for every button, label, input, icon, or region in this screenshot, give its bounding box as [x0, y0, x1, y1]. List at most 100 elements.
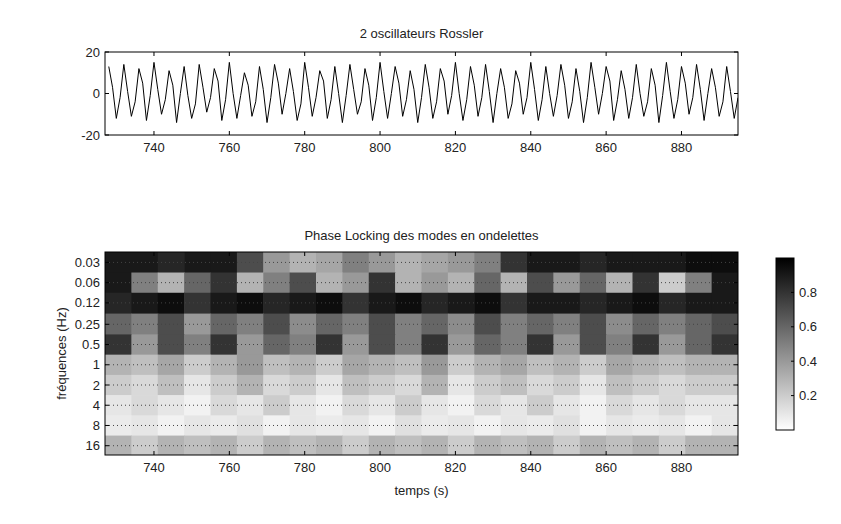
x-tick [530, 252, 531, 256]
heat-cell [369, 314, 396, 335]
heat-cell [131, 314, 158, 335]
heat-cell [712, 355, 738, 376]
heat-cell [369, 415, 396, 436]
heat-cell [237, 436, 264, 455]
heat-cell [290, 293, 317, 314]
grid-line [105, 302, 738, 303]
y-tick [105, 262, 109, 263]
heat-cell [263, 415, 290, 436]
x-tick-label: 780 [294, 460, 316, 475]
x-tick-label: 780 [294, 140, 316, 155]
colorbar-tick [791, 292, 794, 293]
heat-cell [131, 334, 158, 355]
heat-cell [369, 252, 396, 273]
x-tick [304, 131, 305, 135]
heat-cell [184, 293, 211, 314]
x-tick-label: 840 [520, 460, 542, 475]
x-tick [380, 451, 381, 455]
heat-cell [369, 334, 396, 355]
y-tick [105, 324, 109, 325]
heat-cell [448, 293, 475, 314]
heat-cell [131, 436, 158, 455]
heat-cell [712, 252, 738, 273]
x-tick [455, 252, 456, 256]
y-tick [734, 282, 738, 283]
heat-cell [263, 355, 290, 376]
x-tick [681, 52, 682, 56]
heat-cell [685, 293, 712, 314]
y-tick-label: 8 [93, 418, 100, 433]
y-axis-title: fréquences (Hz) [54, 307, 69, 399]
x-axis-title: temps (s) [394, 483, 448, 498]
heat-cell [369, 436, 396, 455]
heat-cell [395, 334, 422, 355]
heat-cell [237, 314, 264, 335]
y-tick-label: -20 [81, 128, 100, 143]
heat-cell [712, 293, 738, 314]
y-tick-label: 0.03 [75, 255, 100, 270]
y-tick [105, 135, 109, 136]
heat-cell [422, 293, 449, 314]
heat-cell [158, 293, 185, 314]
x-tick [530, 451, 531, 455]
heat-cell [501, 314, 528, 335]
heat-cell [501, 252, 528, 273]
y-tick-label: 0.12 [75, 295, 100, 310]
x-tick [304, 52, 305, 56]
heat-cell [395, 293, 422, 314]
heat-cell [395, 436, 422, 455]
heat-cell [369, 273, 396, 294]
grid-line [105, 385, 738, 386]
heat-cell [316, 293, 343, 314]
y-tick [105, 282, 109, 283]
x-tick [380, 131, 381, 135]
x-tick [229, 131, 230, 135]
heat-cell [263, 334, 290, 355]
heatmap-panel: 7407607808008208408608800.030.060.120.25… [54, 228, 817, 498]
x-tick-label: 760 [218, 140, 240, 155]
y-tick [734, 405, 738, 406]
heat-cell [395, 252, 422, 273]
heat-cell [263, 436, 290, 455]
plot-area [109, 62, 738, 122]
x-tick [606, 52, 607, 56]
x-tick [304, 451, 305, 455]
heat-cell [501, 436, 528, 455]
heat-cell [131, 273, 158, 294]
colorbar-tick [791, 395, 794, 396]
x-tick-label: 740 [143, 460, 165, 475]
x-tick-label: 880 [671, 140, 693, 155]
y-tick [105, 445, 109, 446]
heat-cell [369, 293, 396, 314]
heat-cell [263, 293, 290, 314]
y-tick-label: 0.5 [82, 337, 100, 352]
heat-cell [131, 293, 158, 314]
heat-cell [237, 375, 264, 396]
figure: 740760780800820840860880-200202 oscillat… [0, 0, 841, 524]
heat-cell [501, 293, 528, 314]
plot-frame [105, 252, 738, 455]
y-tick [734, 262, 738, 263]
x-tick-label: 820 [445, 140, 467, 155]
heat-cell [237, 293, 264, 314]
grid-line [105, 405, 738, 406]
x-tick [530, 131, 531, 135]
heat-cell [131, 355, 158, 376]
heat-cell [501, 395, 528, 416]
colorbar-tick-label: 0.2 [799, 388, 817, 403]
y-tick [105, 344, 109, 345]
heat-cell [263, 252, 290, 273]
heat-cell [237, 334, 264, 355]
plot-frame [105, 52, 738, 135]
heat-cell [501, 415, 528, 436]
panel-title: Phase Locking des modes en ondelettes [304, 228, 539, 243]
y-tick-label: 0.06 [75, 275, 100, 290]
x-tick [530, 52, 531, 56]
y-tick [105, 364, 109, 365]
heat-cell [712, 415, 738, 436]
colorbar-tick [791, 361, 794, 362]
y-tick-label: 20 [86, 45, 100, 60]
y-tick [734, 385, 738, 386]
y-tick-label: 2 [93, 378, 100, 393]
colorbar [776, 258, 794, 430]
